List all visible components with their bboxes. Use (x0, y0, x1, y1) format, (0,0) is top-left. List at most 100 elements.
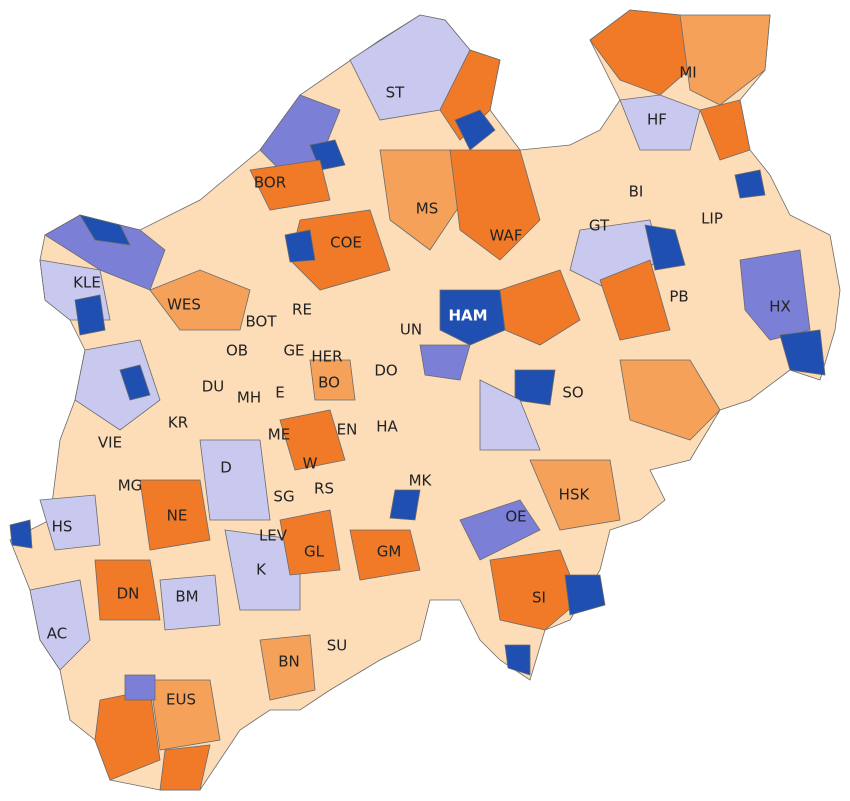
district-label: UN (400, 321, 422, 339)
district-label: HX (769, 298, 791, 316)
district-label: ST (386, 84, 406, 102)
district (39, 494, 101, 551)
district (124, 674, 156, 701)
district (499, 269, 581, 346)
district-label: SO (562, 384, 583, 402)
district (309, 359, 356, 401)
district (94, 559, 161, 621)
district (199, 439, 271, 521)
district-label: HAM (448, 307, 487, 325)
district-label: HSK (559, 486, 591, 504)
district (489, 549, 581, 631)
district (504, 644, 531, 676)
district (29, 579, 91, 671)
district (734, 169, 766, 199)
district-label: MK (409, 472, 433, 490)
district-label: MI (679, 64, 696, 82)
district-label: OB (226, 342, 248, 360)
district (699, 99, 751, 161)
district-label: MS (416, 200, 438, 218)
district-label: GT (589, 217, 610, 235)
district-label: OE (505, 508, 526, 526)
district-label: EN (337, 421, 358, 439)
district-label: EUS (166, 691, 196, 709)
district-label: BM (175, 588, 198, 606)
district-label: MH (237, 389, 261, 407)
district (514, 369, 556, 406)
district-label: BI (629, 183, 644, 201)
district (249, 159, 331, 211)
district-label: LEV (259, 527, 288, 545)
district (459, 499, 541, 561)
district (259, 634, 316, 701)
district (224, 529, 301, 611)
district-label: GL (304, 543, 325, 561)
district (644, 224, 686, 271)
district (149, 679, 221, 751)
district-label: GM (377, 543, 402, 561)
district (79, 214, 131, 246)
district-label: BO (318, 374, 340, 392)
district (279, 409, 346, 471)
district (439, 49, 501, 141)
district-label: AC (47, 625, 67, 643)
district-label: HS (52, 518, 73, 536)
district (74, 294, 106, 336)
district-label: HF (647, 111, 667, 129)
district-label: SU (327, 637, 348, 655)
district-label: MG (118, 477, 143, 495)
district-label: RE (292, 301, 312, 319)
district-label: BN (278, 653, 300, 671)
district (139, 479, 211, 551)
district-label: SG (273, 488, 294, 506)
district (149, 269, 251, 331)
district-label: D (220, 459, 232, 477)
district-label: WAF (490, 227, 523, 245)
district (9, 519, 33, 549)
district-label: DO (374, 362, 397, 380)
district (679, 14, 771, 106)
district-label: SI (532, 589, 546, 607)
districts (9, 9, 826, 791)
district (159, 744, 211, 791)
district-label: DN (117, 585, 140, 603)
district (389, 489, 421, 521)
district (599, 259, 671, 341)
district (479, 379, 541, 451)
district-label: GE (283, 342, 304, 360)
district-label: ME (268, 426, 290, 444)
district-label: COE (330, 234, 362, 252)
district (564, 574, 606, 616)
district-labels: MI ST HF BOR BI MS LIP GT WAF COE KLE PB… (47, 64, 791, 709)
district-label: KR (168, 414, 188, 432)
district (279, 509, 341, 576)
district (619, 94, 701, 151)
district-label: LIP (701, 210, 723, 228)
district (284, 229, 316, 263)
district (439, 289, 506, 346)
district-label: PB (669, 288, 688, 306)
district (779, 329, 826, 376)
district-label: K (256, 561, 267, 579)
district-label: WES (167, 296, 201, 314)
district-label: DU (202, 378, 225, 396)
district (379, 149, 471, 251)
district-label: RS (314, 480, 334, 498)
district-label: NE (167, 507, 188, 525)
district (449, 149, 541, 261)
district-label: W (303, 455, 318, 473)
district (159, 574, 221, 631)
district (74, 339, 161, 431)
district-label: BOR (254, 174, 286, 192)
district-label: HER (311, 348, 342, 366)
district (419, 344, 471, 381)
district (619, 359, 721, 441)
district-label: VIE (98, 434, 122, 452)
district (119, 364, 151, 401)
district-label: E (275, 384, 284, 402)
district (454, 109, 496, 151)
district-label: KLE (73, 274, 101, 292)
district (529, 459, 621, 531)
